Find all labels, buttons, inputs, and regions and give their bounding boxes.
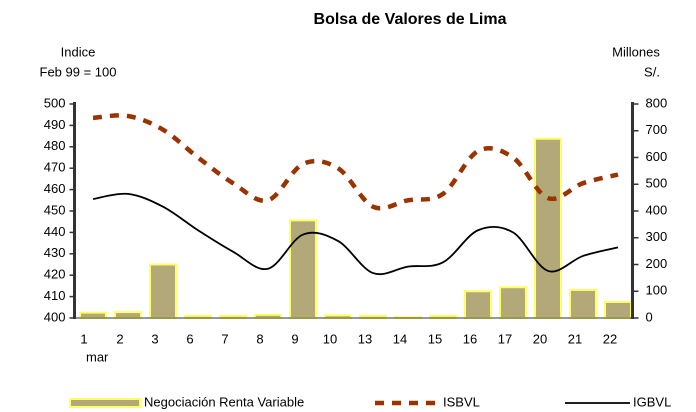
bar bbox=[499, 286, 527, 319]
y-tick-label: 430 bbox=[44, 245, 66, 260]
y2-tick-label: 300 bbox=[646, 229, 668, 244]
x-sublabel: mar bbox=[86, 349, 109, 364]
x-tick-label: 14 bbox=[393, 331, 407, 346]
x-tick-label: 9 bbox=[291, 331, 298, 346]
y-tick-label: 460 bbox=[44, 181, 66, 196]
bar bbox=[114, 311, 142, 319]
legend-label: Negociación Renta Variable bbox=[144, 394, 304, 409]
x-tick-label: 21 bbox=[568, 331, 582, 346]
bar bbox=[604, 300, 632, 320]
x-tick-label: 10 bbox=[323, 331, 337, 346]
bar bbox=[149, 263, 177, 319]
y-tick-label: 470 bbox=[44, 160, 66, 175]
y2-tick-label: 0 bbox=[646, 309, 653, 324]
y-tick-label: 450 bbox=[44, 202, 66, 217]
y2-tick-label: 200 bbox=[646, 256, 668, 271]
y2-axis-label: S/. bbox=[644, 64, 660, 79]
chart-title: Bolsa de Valores de Lima bbox=[314, 11, 507, 28]
bar bbox=[534, 137, 562, 319]
x-tick-label: 17 bbox=[498, 331, 512, 346]
y-tick-label: 440 bbox=[44, 224, 66, 239]
x-tick-label: 3 bbox=[151, 331, 158, 346]
y-tick-label: 500 bbox=[44, 95, 66, 110]
line bbox=[92, 113, 619, 211]
y-tick-label: 420 bbox=[44, 267, 66, 282]
x-tick-label: 8 bbox=[256, 331, 263, 346]
legend-label: IGBVL bbox=[633, 394, 671, 409]
legend-swatch bbox=[69, 398, 141, 408]
y-axis-label: Indice bbox=[61, 44, 96, 59]
y2-tick-label: 100 bbox=[646, 283, 668, 298]
x-tick-label: 16 bbox=[463, 331, 477, 346]
y-axis-label: Feb 99 = 100 bbox=[40, 64, 117, 79]
bar bbox=[289, 219, 317, 319]
bar bbox=[569, 288, 597, 320]
x-tick-label: 13 bbox=[358, 331, 372, 346]
x-tick-label: 2 bbox=[116, 331, 123, 346]
line bbox=[92, 192, 619, 276]
y-tick-label: 400 bbox=[44, 309, 66, 324]
y2-axis-label: Millones bbox=[612, 44, 660, 59]
x-tick-label: 7 bbox=[221, 331, 228, 346]
y2-tick-label: 500 bbox=[646, 176, 668, 191]
y2-tick-label: 700 bbox=[646, 122, 668, 137]
y-tick-label: 410 bbox=[44, 288, 66, 303]
x-tick-label: 22 bbox=[603, 331, 617, 346]
x-tick-label: 1 bbox=[80, 331, 87, 346]
bar bbox=[79, 311, 107, 319]
x-tick-label: 20 bbox=[533, 331, 547, 346]
legend-label: ISBVL bbox=[443, 394, 480, 409]
y2-tick-label: 800 bbox=[646, 95, 668, 110]
y2-tick-label: 600 bbox=[646, 149, 668, 164]
y-tick-label: 480 bbox=[44, 138, 66, 153]
x-tick-label: 6 bbox=[186, 331, 193, 346]
y-tick-label: 490 bbox=[44, 117, 66, 132]
y2-tick-label: 400 bbox=[646, 202, 668, 217]
x-tick-label: 15 bbox=[428, 331, 442, 346]
bar bbox=[464, 290, 492, 319]
